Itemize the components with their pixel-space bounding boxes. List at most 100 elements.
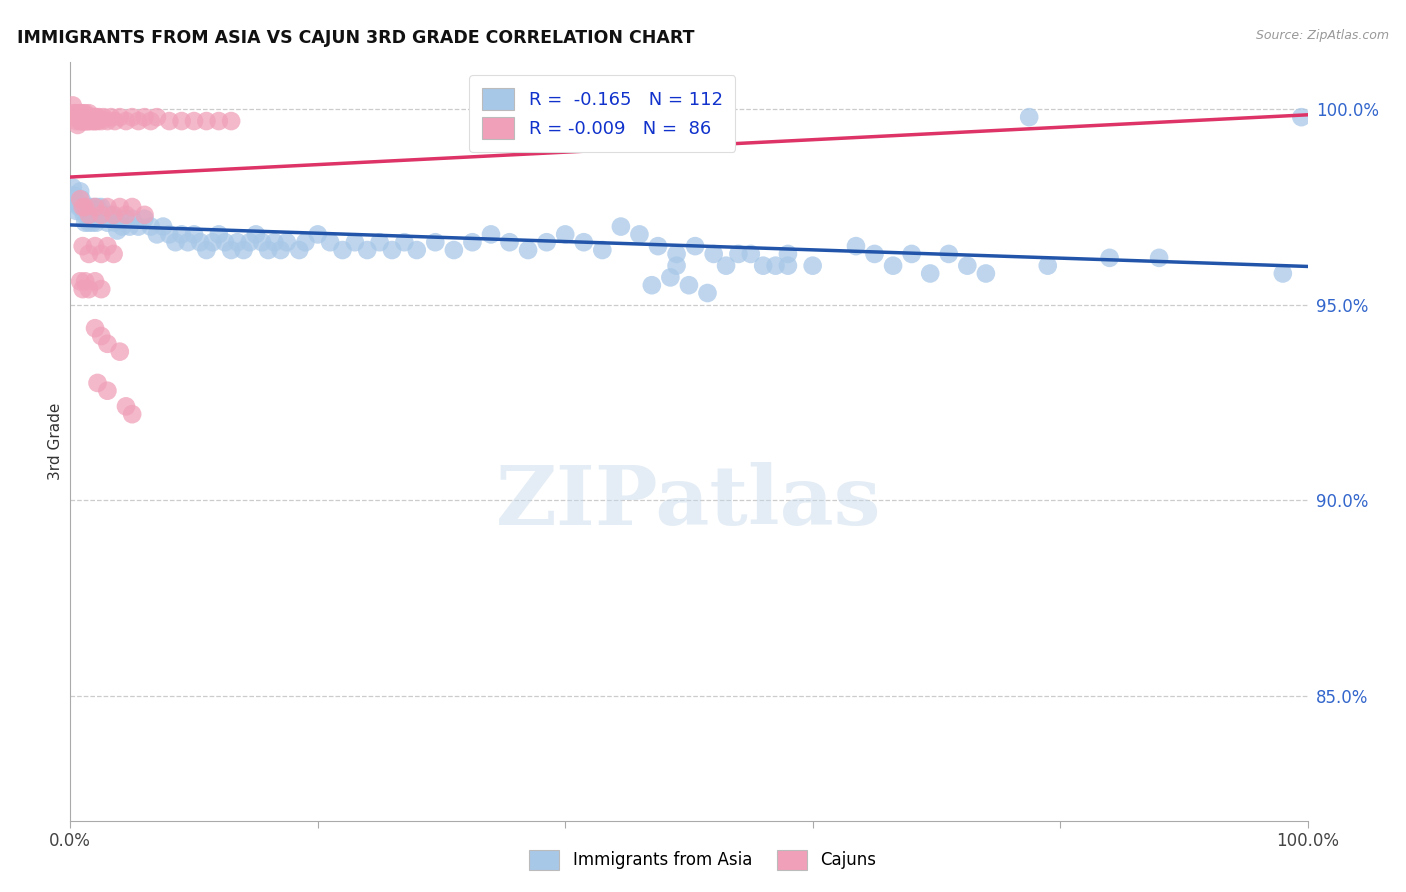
- Point: [195, 114, 218, 128]
- Point: [1291, 110, 1313, 124]
- Point: [72, 200, 94, 214]
- Point: [121, 211, 143, 226]
- Point: [75, 110, 97, 124]
- Point: [100, 208, 122, 222]
- Text: IMMIGRANTS FROM ASIA VS CAJUN 3RD GRADE CORRELATION CHART: IMMIGRANTS FROM ASIA VS CAJUN 3RD GRADE …: [17, 29, 695, 46]
- Point: [87, 110, 110, 124]
- Point: [83, 114, 105, 128]
- Point: [80, 114, 103, 128]
- Point: [294, 235, 316, 250]
- Point: [77, 216, 100, 230]
- Point: [75, 200, 97, 214]
- Point: [134, 211, 156, 226]
- Point: [121, 407, 143, 421]
- Point: [62, 98, 84, 112]
- Point: [115, 211, 138, 226]
- Point: [1036, 259, 1059, 273]
- Point: [152, 219, 174, 234]
- Point: [65, 110, 87, 124]
- Point: [714, 259, 737, 273]
- Point: [146, 110, 169, 124]
- Point: [683, 239, 706, 253]
- Point: [69, 192, 91, 206]
- Legend: R =  -0.165   N = 112, R = -0.009   N =  86: R = -0.165 N = 112, R = -0.009 N = 86: [470, 75, 735, 152]
- Point: [76, 208, 98, 222]
- Point: [610, 219, 633, 234]
- Point: [90, 200, 112, 214]
- Point: [84, 114, 107, 128]
- Point: [270, 243, 292, 257]
- Point: [696, 286, 718, 301]
- Point: [232, 243, 254, 257]
- Point: [72, 200, 94, 214]
- Point: [100, 110, 122, 124]
- Point: [405, 243, 427, 257]
- Point: [219, 243, 242, 257]
- Point: [65, 114, 87, 128]
- Point: [70, 192, 93, 206]
- Point: [183, 227, 205, 242]
- Point: [332, 243, 354, 257]
- Point: [443, 243, 465, 257]
- Point: [90, 247, 112, 261]
- Point: [108, 211, 131, 226]
- Point: [394, 235, 416, 250]
- Point: [134, 110, 156, 124]
- Point: [75, 114, 97, 128]
- Point: [257, 243, 280, 257]
- Point: [77, 282, 100, 296]
- Point: [66, 192, 89, 206]
- Point: [96, 336, 118, 351]
- Point: [498, 235, 520, 250]
- Point: [1271, 267, 1294, 281]
- Point: [96, 216, 118, 230]
- Point: [1147, 251, 1170, 265]
- Point: [66, 110, 89, 124]
- Point: [86, 114, 108, 128]
- Point: [103, 247, 125, 261]
- Point: [69, 185, 91, 199]
- Point: [115, 208, 138, 222]
- Point: [263, 235, 285, 250]
- Point: [425, 235, 447, 250]
- Point: [554, 227, 576, 242]
- Point: [776, 247, 799, 261]
- Point: [77, 114, 100, 128]
- Point: [65, 106, 87, 120]
- Point: [628, 227, 651, 242]
- Point: [845, 239, 868, 253]
- Point: [75, 106, 97, 120]
- Point: [479, 227, 502, 242]
- Y-axis label: 3rd Grade: 3rd Grade: [48, 403, 63, 480]
- Point: [86, 200, 108, 214]
- Point: [76, 110, 98, 124]
- Point: [72, 239, 94, 253]
- Point: [103, 208, 125, 222]
- Point: [90, 208, 112, 222]
- Point: [307, 227, 329, 242]
- Point: [195, 243, 218, 257]
- Point: [765, 259, 787, 273]
- Point: [276, 235, 298, 250]
- Point: [974, 267, 997, 281]
- Point: [461, 235, 484, 250]
- Point: [84, 110, 107, 124]
- Point: [647, 239, 669, 253]
- Point: [678, 278, 700, 293]
- Point: [84, 216, 107, 230]
- Point: [740, 247, 762, 261]
- Point: [72, 106, 94, 120]
- Point: [115, 114, 138, 128]
- Point: [65, 203, 87, 218]
- Point: [69, 114, 91, 128]
- Point: [77, 247, 100, 261]
- Point: [83, 200, 105, 214]
- Point: [250, 235, 273, 250]
- Point: [105, 223, 128, 237]
- Point: [93, 110, 115, 124]
- Point: [93, 208, 115, 222]
- Point: [127, 219, 149, 234]
- Point: [66, 118, 89, 132]
- Point: [73, 208, 96, 222]
- Point: [572, 235, 595, 250]
